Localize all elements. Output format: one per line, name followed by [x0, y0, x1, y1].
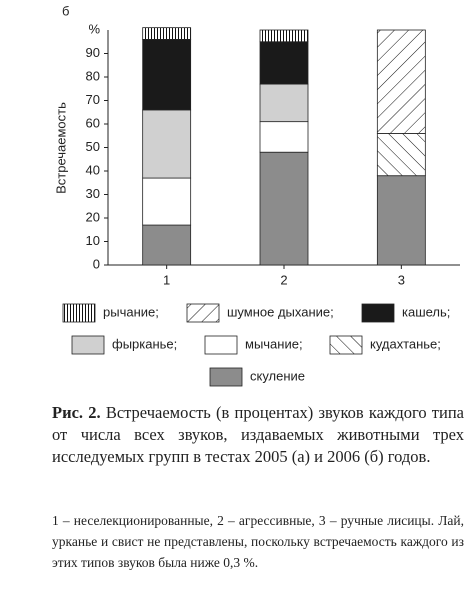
y-tick-label: 30 — [86, 186, 100, 201]
bar-segment — [376, 132, 426, 177]
y-tick-label: 90 — [86, 45, 100, 60]
bar-segment — [142, 39, 192, 111]
legend-swatch — [209, 367, 243, 387]
caption: Рис. 2. Встречаемость (в процентах) звук… — [52, 402, 464, 468]
legend-label: мычание; — [245, 336, 303, 351]
y-unit: % — [88, 21, 100, 36]
x-tick-label: 3 — [398, 272, 405, 287]
note: 1 – неселекционированные, 2 – агрессивны… — [52, 513, 464, 570]
legend-swatch — [62, 303, 96, 323]
y-tick-label: 60 — [86, 115, 100, 130]
legend-label: рычание; — [103, 304, 159, 319]
y-axis-label: Встречаемость — [53, 102, 68, 194]
caption-label: Рис. 2. — [52, 403, 101, 422]
legend-swatch — [361, 303, 395, 323]
bar-segment — [259, 41, 309, 85]
y-tick-label: 50 — [86, 139, 100, 154]
bar-segment — [142, 109, 192, 179]
y-tick-label: 10 — [86, 233, 100, 248]
caption-text: Встречаемость (в процентах) звуков каждо… — [52, 403, 465, 466]
legend-label: кудахтанье; — [370, 336, 441, 351]
legend-swatch — [186, 303, 220, 323]
panel-label: б — [62, 3, 69, 18]
y-tick-label: 70 — [86, 92, 100, 107]
y-tick-label: 80 — [86, 68, 100, 83]
y-tick-label: 20 — [86, 209, 100, 224]
y-tick-label: 40 — [86, 162, 100, 177]
y-tick-label: 0 — [93, 256, 100, 271]
legend-label: кашель; — [402, 304, 450, 319]
legend-label: скуление — [250, 368, 305, 383]
bar-segment — [142, 27, 192, 40]
bar-segment — [142, 177, 192, 226]
legend-label: фырканье; — [112, 336, 177, 351]
legend-swatch — [204, 335, 238, 355]
bar-segment — [259, 121, 309, 153]
legend-swatch — [329, 335, 363, 355]
x-tick-label: 2 — [280, 272, 287, 287]
legend-swatch — [71, 335, 105, 355]
bar-segment — [376, 29, 426, 134]
bar-segment — [259, 29, 309, 43]
x-tick-label: 1 — [163, 272, 170, 287]
legend-label: шумное дыхание; — [227, 304, 334, 319]
bar-segment — [259, 151, 309, 266]
bar-segment — [142, 224, 192, 266]
figure: б % Встречаемость 0 10 20 30 40 50 60 70 80 90 1 2 3… — [53, 3, 460, 387]
bar-segment — [376, 175, 426, 266]
bar-segment — [259, 83, 309, 123]
